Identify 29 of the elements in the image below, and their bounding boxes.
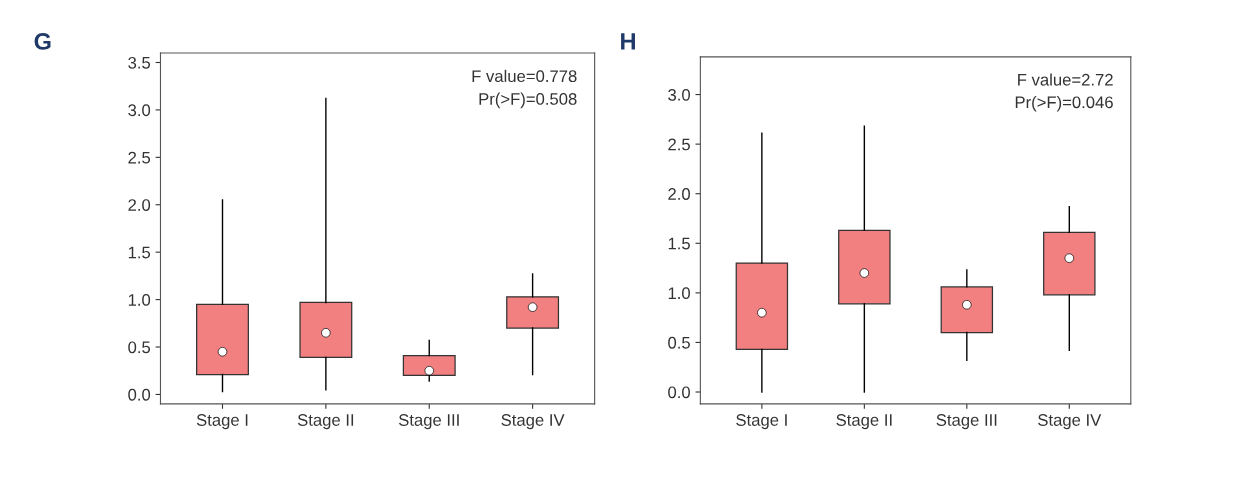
- x-tick-label: Stage II: [297, 414, 354, 430]
- x-tick-label: Stage IV: [1038, 414, 1102, 430]
- x-tick-label: Stage IV: [501, 414, 565, 430]
- chart-title: H: [621, 33, 635, 50]
- y-tick-label: 2.5: [668, 138, 690, 151]
- annotation: Pr(>F)=0.046: [1015, 95, 1113, 112]
- y-tick-label: 2.5: [128, 151, 151, 164]
- chart-title: G: [34, 33, 51, 50]
- y-tick-label: 1.0: [668, 287, 690, 300]
- annotation: F value=2.72: [1018, 73, 1113, 86]
- y-tick-label: 3.0: [668, 88, 690, 101]
- annotation: F value=0.778: [472, 69, 577, 83]
- y-tick-label: 3.5: [128, 56, 151, 69]
- y-tick-label: 0.5: [128, 341, 151, 354]
- y-tick-label: 2.0: [128, 199, 151, 211]
- y-tick-label: 2.0: [668, 188, 690, 200]
- x-tick-label: Stage I: [736, 414, 787, 430]
- annotation: Pr(>F)=0.508: [479, 92, 577, 109]
- x-tick-label: Stage II: [836, 414, 892, 430]
- y-tick-label: 0.0: [128, 388, 151, 401]
- x-tick-label: Stage I: [196, 414, 248, 430]
- y-tick-label: 1.0: [128, 294, 151, 306]
- y-tick-label: 1.5: [668, 237, 690, 250]
- x-tick-label: Stage III: [936, 414, 997, 430]
- x-tick-label: Stage III: [398, 414, 459, 430]
- y-tick-label: 3.0: [128, 104, 151, 117]
- y-tick-label: 0.5: [668, 336, 690, 349]
- y-tick-label: 1.5: [128, 246, 151, 259]
- y-tick-label: 0.0: [668, 386, 690, 399]
